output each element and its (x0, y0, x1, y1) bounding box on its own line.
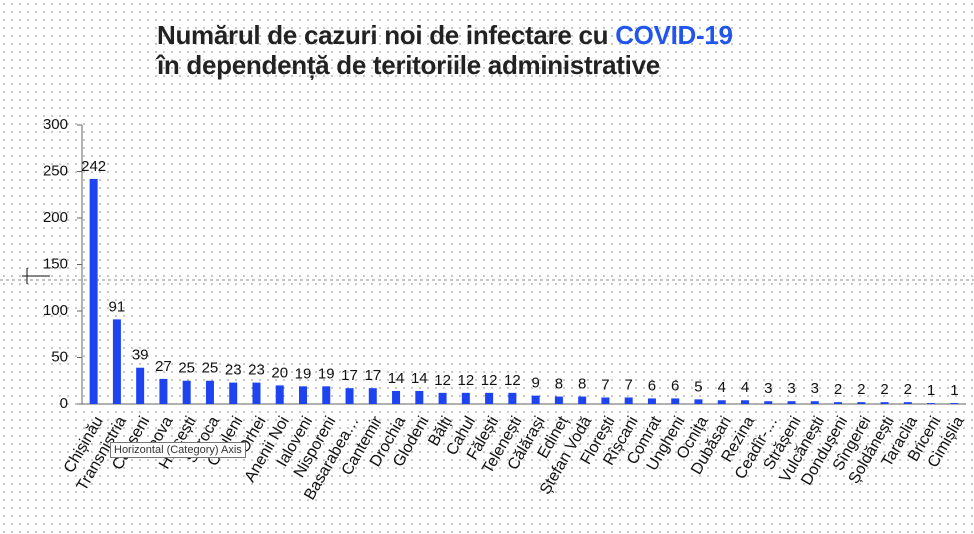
chart-title: Numărul de cazuri noi de infectare cu CO… (157, 20, 733, 80)
data-label: 3 (811, 380, 819, 397)
bar (392, 390, 401, 404)
data-label: 242 (81, 158, 106, 175)
bar (136, 367, 145, 404)
y-tick-label: 100 (43, 302, 68, 319)
bar (368, 388, 377, 404)
title-text: Numărul de cazuri noi de infectare cu (157, 20, 609, 50)
data-label: 2 (857, 381, 865, 398)
data-label: 27 (155, 358, 172, 375)
bar (229, 382, 238, 404)
data-label: 2 (834, 381, 842, 398)
y-tick-label: 250 (43, 162, 68, 179)
tooltip: Horizontal (Category) Axis (110, 442, 246, 458)
bar (810, 401, 819, 404)
bar (787, 401, 796, 404)
bar (461, 392, 470, 404)
bar (601, 397, 610, 404)
bar (485, 392, 494, 404)
bar (345, 388, 354, 404)
bar (857, 402, 866, 404)
bar (764, 401, 773, 404)
data-label: 2 (880, 381, 888, 398)
bar (717, 400, 726, 404)
bar (252, 382, 261, 404)
bar (578, 396, 587, 404)
bar (647, 398, 656, 404)
y-tick-label: 150 (43, 255, 68, 272)
bar (508, 392, 517, 404)
y-tick-label: 300 (43, 116, 68, 133)
data-label: 23 (248, 362, 265, 379)
data-label: 17 (364, 367, 381, 384)
data-label: 1 (927, 382, 935, 399)
bar (880, 402, 889, 404)
data-label: 9 (531, 375, 539, 392)
title-line-2: în dependență de teritoriile administrat… (157, 50, 660, 80)
bar (205, 380, 214, 404)
bar (531, 395, 540, 404)
data-label: 12 (457, 372, 474, 389)
data-label: 14 (411, 370, 428, 387)
data-label: 4 (741, 379, 749, 396)
bar (89, 178, 98, 404)
bar (415, 390, 424, 404)
data-label: 17 (341, 367, 358, 384)
data-label: 39 (132, 347, 149, 364)
data-label: 7 (601, 376, 609, 393)
data-label: 3 (787, 380, 795, 397)
data-label: 91 (109, 298, 126, 315)
title-line-1: Numărul de cazuri noi de infectare cu CO… (157, 20, 733, 50)
y-tick-label: 50 (51, 348, 68, 365)
data-label: 12 (481, 372, 498, 389)
data-label: 23 (225, 362, 242, 379)
data-label: 12 (434, 372, 451, 389)
data-label: 8 (555, 376, 563, 393)
title-highlight: COVID-19 (615, 20, 733, 50)
data-label: 3 (764, 380, 772, 397)
data-label: 5 (694, 378, 702, 395)
data-label: 7 (625, 376, 633, 393)
bar (275, 385, 284, 404)
data-label: 1 (950, 382, 958, 399)
bar (182, 380, 191, 404)
bar (950, 403, 959, 404)
data-label: 19 (295, 365, 312, 382)
bar (159, 378, 168, 404)
bar (741, 400, 749, 404)
bar (671, 398, 680, 404)
bar (927, 403, 936, 404)
bar (903, 402, 912, 404)
data-label: 2 (904, 381, 912, 398)
data-label: 12 (504, 372, 521, 389)
data-label: 25 (178, 360, 195, 377)
bar (112, 319, 121, 404)
bar (554, 396, 563, 404)
bar (438, 392, 447, 404)
y-tick-label: 0 (60, 395, 68, 412)
data-label: 25 (202, 360, 219, 377)
data-label: 19 (318, 365, 335, 382)
bar (299, 386, 307, 404)
bar (322, 386, 331, 404)
data-label: 14 (388, 370, 405, 387)
bar (624, 397, 633, 404)
data-label: 6 (648, 377, 656, 394)
bar (694, 399, 703, 404)
data-label: 20 (271, 364, 288, 381)
bar (834, 402, 843, 404)
y-tick-label: 200 (43, 209, 68, 226)
data-label: 4 (718, 379, 726, 396)
data-label: 8 (578, 376, 586, 393)
data-label: 6 (671, 377, 679, 394)
